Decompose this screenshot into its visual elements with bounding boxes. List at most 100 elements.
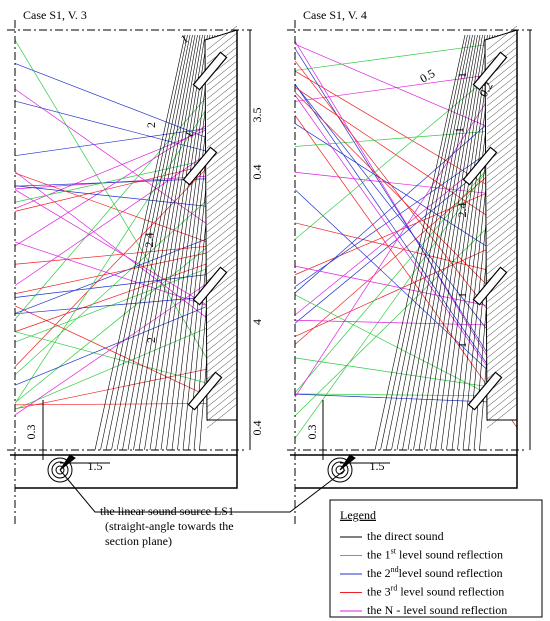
source bbox=[51, 461, 69, 479]
hatch bbox=[486, 389, 518, 415]
hatch bbox=[206, 228, 238, 254]
hatch bbox=[206, 319, 238, 345]
source bbox=[47, 457, 73, 483]
source bbox=[55, 465, 65, 475]
hatch bbox=[206, 242, 238, 268]
hatch bbox=[206, 354, 238, 380]
hatch bbox=[486, 214, 518, 240]
hatch bbox=[486, 228, 518, 254]
hatch bbox=[486, 347, 518, 373]
legend-label-part: st bbox=[391, 546, 397, 555]
reflection-ray bbox=[294, 222, 518, 278]
panel-title: Case S1, V. 4 bbox=[303, 8, 367, 22]
source bbox=[327, 457, 353, 483]
hatch bbox=[206, 270, 238, 296]
hatch bbox=[206, 249, 238, 275]
hatch bbox=[486, 74, 518, 100]
hatch bbox=[206, 193, 238, 219]
hatch bbox=[486, 186, 518, 212]
dimension: 2 bbox=[144, 122, 158, 128]
hatch bbox=[486, 375, 518, 401]
frame bbox=[7, 20, 543, 618]
reflector bbox=[467, 371, 503, 411]
direct-ray bbox=[424, 34, 488, 451]
hatch bbox=[486, 151, 518, 177]
direct-ray bbox=[429, 34, 491, 451]
hatch bbox=[486, 60, 518, 86]
dimension: 3.5 bbox=[250, 108, 264, 123]
direct-ray bbox=[116, 34, 196, 451]
hatch bbox=[486, 340, 518, 366]
hatch bbox=[206, 298, 238, 324]
dimension: 0.4 bbox=[250, 421, 264, 436]
direct-ray bbox=[396, 34, 476, 451]
reflection-ray bbox=[294, 92, 518, 316]
direct-ray bbox=[111, 34, 193, 451]
wall bbox=[204, 29, 238, 421]
reflection-ray bbox=[14, 63, 238, 150]
direct-ray bbox=[155, 34, 213, 451]
legend-label-part: the N - level sound reflection bbox=[367, 603, 507, 617]
hatch bbox=[486, 284, 518, 310]
reflection-ray bbox=[294, 48, 518, 401]
dimension: 1 bbox=[455, 292, 469, 298]
reflector bbox=[187, 371, 223, 411]
hatch bbox=[486, 88, 518, 114]
hatch bbox=[206, 179, 238, 205]
direct-ray bbox=[380, 34, 468, 451]
legend-label: the direct sound bbox=[367, 529, 444, 543]
dimension: 2 bbox=[144, 337, 158, 343]
reflection-ray bbox=[14, 256, 238, 343]
hatch bbox=[486, 305, 518, 331]
callout-text: section plane) bbox=[105, 534, 172, 548]
hatch bbox=[486, 123, 518, 149]
hatch bbox=[206, 347, 238, 373]
reflector bbox=[192, 266, 228, 306]
reflection-ray bbox=[294, 115, 518, 428]
legend-label: the N - level sound reflection bbox=[367, 603, 507, 617]
dimension: 1 bbox=[455, 342, 469, 348]
reflector bbox=[472, 51, 508, 91]
reflection-ray bbox=[294, 235, 518, 337]
reflection-ray bbox=[294, 43, 518, 140]
hatch bbox=[206, 277, 238, 303]
dimension: 2.4 bbox=[455, 203, 469, 218]
hatch bbox=[486, 319, 518, 345]
legend-label-part: the direct sound bbox=[367, 529, 444, 543]
legend-title: Legend bbox=[340, 508, 376, 522]
hatch bbox=[206, 284, 238, 310]
direct-ray bbox=[138, 34, 206, 451]
reflection-ray bbox=[14, 88, 238, 246]
hatch bbox=[486, 116, 518, 142]
reflection-ray bbox=[14, 222, 238, 403]
hatch bbox=[206, 207, 238, 233]
reflection-ray bbox=[294, 97, 518, 294]
hatch bbox=[486, 109, 518, 135]
source-mark bbox=[59, 454, 76, 471]
hatch bbox=[206, 326, 238, 352]
hatch bbox=[206, 144, 238, 170]
hatch bbox=[486, 235, 518, 261]
labels: Case S1, V. 3 1 2 1 3.5 0.4 2.4 4 2 0.4 0.3 1.5 Case… bbox=[23, 8, 507, 617]
panel-title: Case S1, V. 3 bbox=[23, 8, 87, 22]
legend-label-part: nd bbox=[391, 565, 399, 574]
legend-label-part: the 2 bbox=[367, 566, 391, 580]
hatch bbox=[486, 298, 518, 324]
reflection-ray bbox=[294, 40, 518, 71]
reflector bbox=[192, 51, 228, 91]
reflection-ray bbox=[14, 252, 238, 333]
reflector bbox=[472, 266, 508, 306]
hatch bbox=[486, 312, 518, 338]
reflection-ray bbox=[14, 116, 238, 209]
direct-ray bbox=[385, 34, 471, 451]
hatch bbox=[206, 186, 238, 212]
legend-label-part: rd bbox=[391, 583, 398, 592]
legend-label-part: the 3 bbox=[367, 584, 391, 598]
hatch bbox=[206, 60, 238, 86]
hatch bbox=[206, 291, 238, 317]
hatch bbox=[206, 200, 238, 226]
reflection-ray bbox=[14, 362, 238, 410]
reflection-ray bbox=[294, 83, 518, 408]
dimension: 2.4 bbox=[142, 233, 156, 248]
pit bbox=[295, 455, 518, 489]
